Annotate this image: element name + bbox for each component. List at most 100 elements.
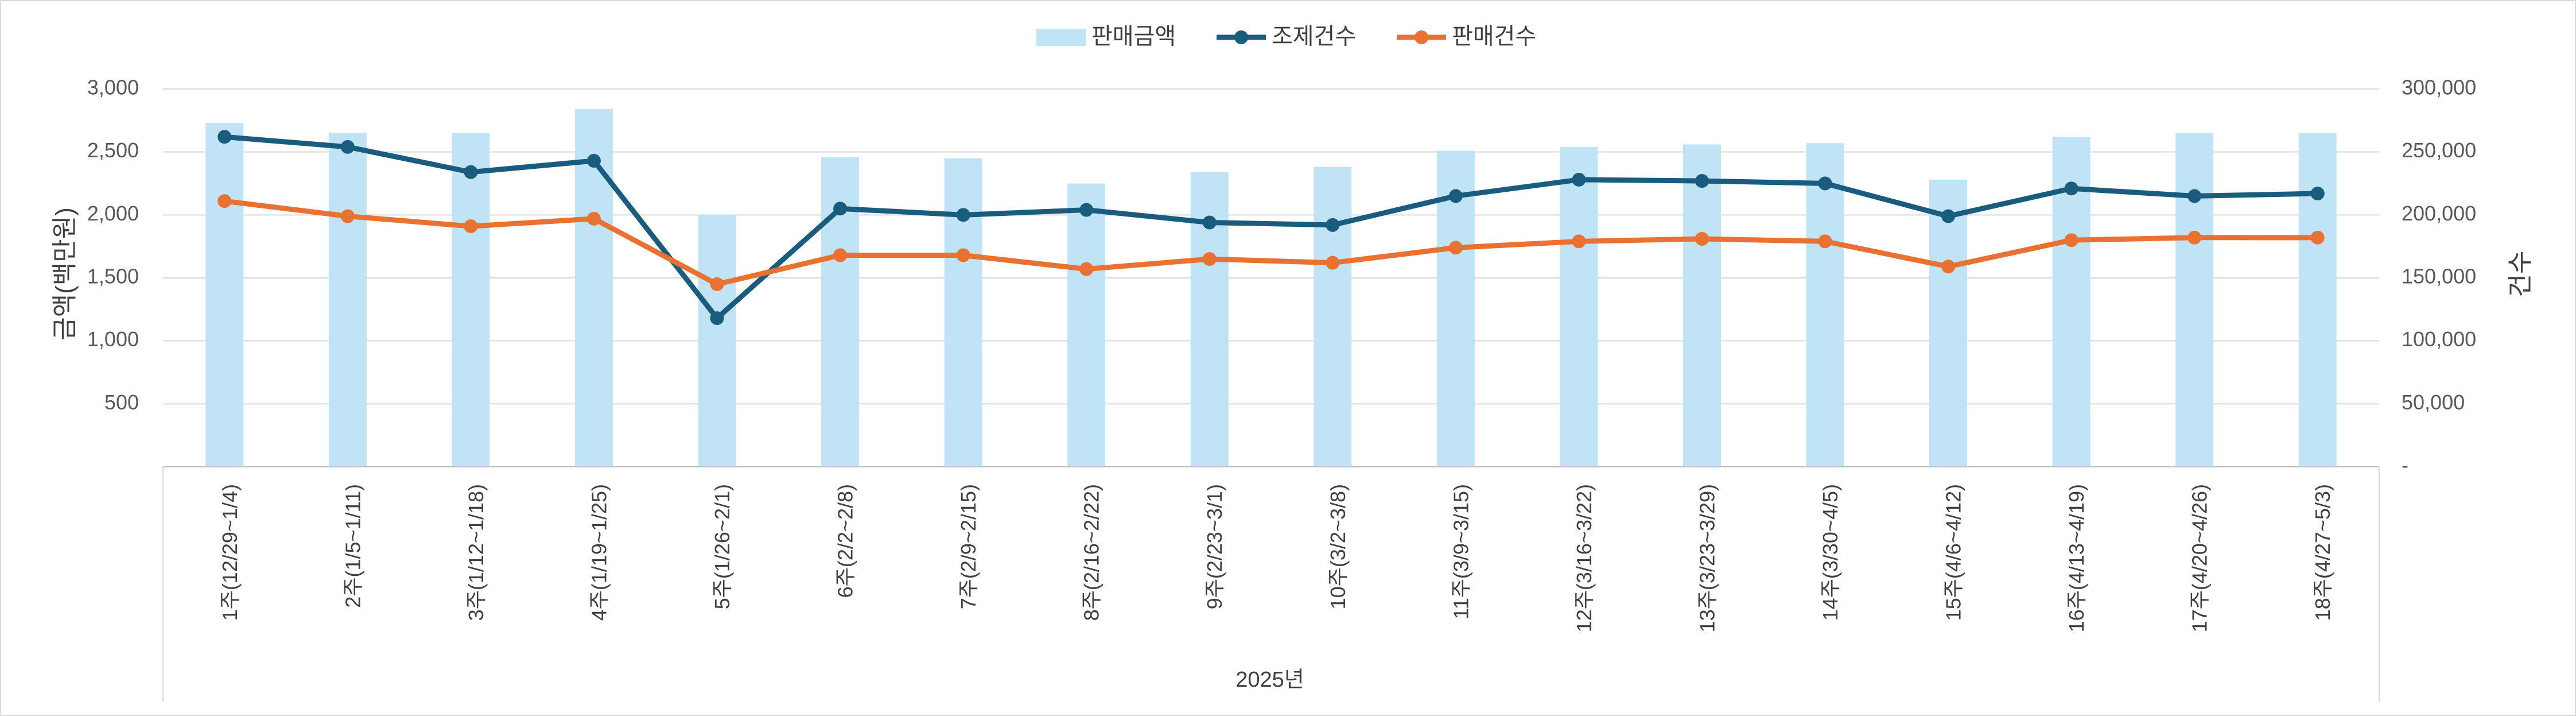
- x-axis-title: 2025년: [1235, 668, 1304, 692]
- point-series-2-10: [1326, 256, 1340, 270]
- point-series-2-8: [1079, 262, 1094, 276]
- category-label-10: 10주(3/2~3/8): [1326, 484, 1350, 609]
- category-label-3: 3주(1/12~1/18): [464, 484, 488, 621]
- point-series-2-6: [833, 248, 848, 262]
- point-series-2-11: [1448, 241, 1463, 255]
- category-label-16: 16주(4/13~4/19): [2065, 484, 2088, 632]
- left-axis-ticks: 500 1,000 1,500 2,000 2,500 3,000: [87, 76, 139, 414]
- category-label-15: 15주(4/6~4/12): [1942, 484, 1965, 621]
- point-series-2-17: [2188, 230, 2202, 245]
- legend-marker-dispense-count: [1234, 30, 1248, 44]
- y-tick-label-0: 500: [104, 390, 139, 414]
- category-label-17: 17주(4/20~4/26): [2188, 484, 2212, 632]
- category-label-18: 18주(4/27~5/3): [2311, 484, 2334, 621]
- bar-12: [1560, 146, 1598, 467]
- category-axis-frame: [162, 466, 2380, 702]
- point-series-2-9: [1202, 252, 1217, 266]
- category-label-9: 9주(2/23~3/1): [1203, 484, 1226, 609]
- category-label-12: 12주(3/16~3/22): [1572, 484, 1596, 632]
- point-series-1-8: [1079, 203, 1094, 217]
- category-label-6: 6주(2/2~2/8): [834, 484, 857, 598]
- point-series-1-9: [1202, 215, 1217, 230]
- point-series-2-16: [2064, 233, 2078, 247]
- y2-tick-label-2: 100,000: [2402, 327, 2476, 351]
- y2-tick-label-6: 300,000: [2402, 76, 2476, 99]
- category-label-8: 8주(2/16~2/22): [1080, 484, 1104, 621]
- gridlines: [163, 88, 2379, 405]
- y-tick-label-2: 1,500: [87, 265, 139, 288]
- point-series-1-10: [1326, 218, 1340, 232]
- point-series-1-13: [1695, 174, 1709, 188]
- y-axis-title: 금액(백만원): [51, 207, 79, 340]
- point-series-1-4: [586, 154, 601, 168]
- category-label-11: 11주(3/9~3/15): [1449, 484, 1472, 620]
- y2-tick-label-1: 50,000: [2402, 390, 2465, 414]
- point-series-2-1: [217, 194, 232, 208]
- y-tick-label-4: 2,500: [87, 138, 139, 162]
- legend-marker-sales-count: [1415, 30, 1428, 44]
- legend-label-sales-count: 판매건수: [1452, 24, 1536, 49]
- bar-18: [2298, 133, 2337, 467]
- point-series-1-18: [2310, 187, 2325, 201]
- bar-5: [698, 215, 736, 467]
- point-series-2-3: [464, 219, 478, 234]
- point-series-1-11: [1448, 189, 1463, 203]
- bar-3: [452, 133, 490, 467]
- point-series-1-15: [1941, 209, 1956, 223]
- point-series-1-7: [956, 208, 970, 222]
- right-axis-ticks: - 50,000 100,000 150,000 200,000 250,000 300,0…: [2402, 76, 2476, 477]
- point-series-1-16: [2064, 181, 2078, 196]
- point-series-2-2: [340, 209, 355, 223]
- bar-17: [2175, 133, 2214, 467]
- bar-13: [1683, 144, 1721, 467]
- line-series-1: [222, 134, 2321, 321]
- point-series-2-18: [2310, 230, 2325, 245]
- bar-11: [1436, 150, 1475, 467]
- point-series-1-14: [1818, 176, 1832, 191]
- category-label-14: 14주(3/30~4/5): [1819, 484, 1842, 621]
- legend: 판매금액 조제건수 판매건수: [1036, 24, 1536, 49]
- category-label-13: 13주(3/23~3/29): [1695, 484, 1719, 632]
- category-label-2: 2주(1/5~1/11): [341, 484, 364, 608]
- point-series-2-4: [586, 211, 601, 226]
- point-series-2-5: [710, 277, 724, 291]
- point-series-1-5: [710, 311, 724, 326]
- bar-8: [1067, 183, 1106, 467]
- point-series-1-3: [464, 165, 478, 179]
- bar-15: [1929, 179, 1968, 467]
- bar-series: [205, 109, 2337, 467]
- category-label-4: 4주(1/19~1/25): [587, 484, 611, 621]
- point-series-1-2: [340, 140, 355, 154]
- line-series: [217, 130, 2325, 326]
- category-label-5: 5주(1/26~2/1): [710, 484, 734, 609]
- y2-tick-label-3: 150,000: [2402, 265, 2476, 288]
- point-series-1-1: [217, 130, 232, 144]
- y-tick-label-1: 1,000: [87, 327, 139, 351]
- y2-axis-title: 건수: [2507, 251, 2535, 297]
- legend-swatch-sales-amount: [1036, 29, 1086, 46]
- bar-10: [1314, 167, 1352, 467]
- point-series-2-13: [1695, 232, 1709, 246]
- point-series-2-12: [1572, 234, 1586, 249]
- bar-2: [328, 133, 367, 467]
- point-series-2-7: [956, 248, 970, 262]
- bar-4: [574, 109, 613, 467]
- category-labels: 1주(12/29~1/4) 2주(1/5~1/11) 3주(1/12~1/18) 4주…: [218, 484, 2334, 632]
- category-label-7: 7주(2/9~2/15): [957, 484, 980, 609]
- point-series-2-15: [1941, 260, 1956, 274]
- y2-tick-label-4: 200,000: [2402, 202, 2476, 225]
- legend-label-dispense-count: 조제건수: [1272, 24, 1356, 49]
- bar-14: [1806, 143, 1844, 467]
- bar-7: [944, 158, 982, 467]
- y-tick-label-3: 2,000: [87, 202, 139, 225]
- bar-1: [205, 123, 244, 467]
- point-series-1-12: [1572, 172, 1586, 187]
- point-series-1-6: [833, 202, 848, 216]
- category-label-1: 1주(12/29~1/4): [218, 484, 242, 621]
- y2-tick-label-0: -: [2402, 454, 2408, 477]
- point-series-2-14: [1818, 234, 1832, 249]
- y-tick-label-5: 3,000: [87, 76, 139, 99]
